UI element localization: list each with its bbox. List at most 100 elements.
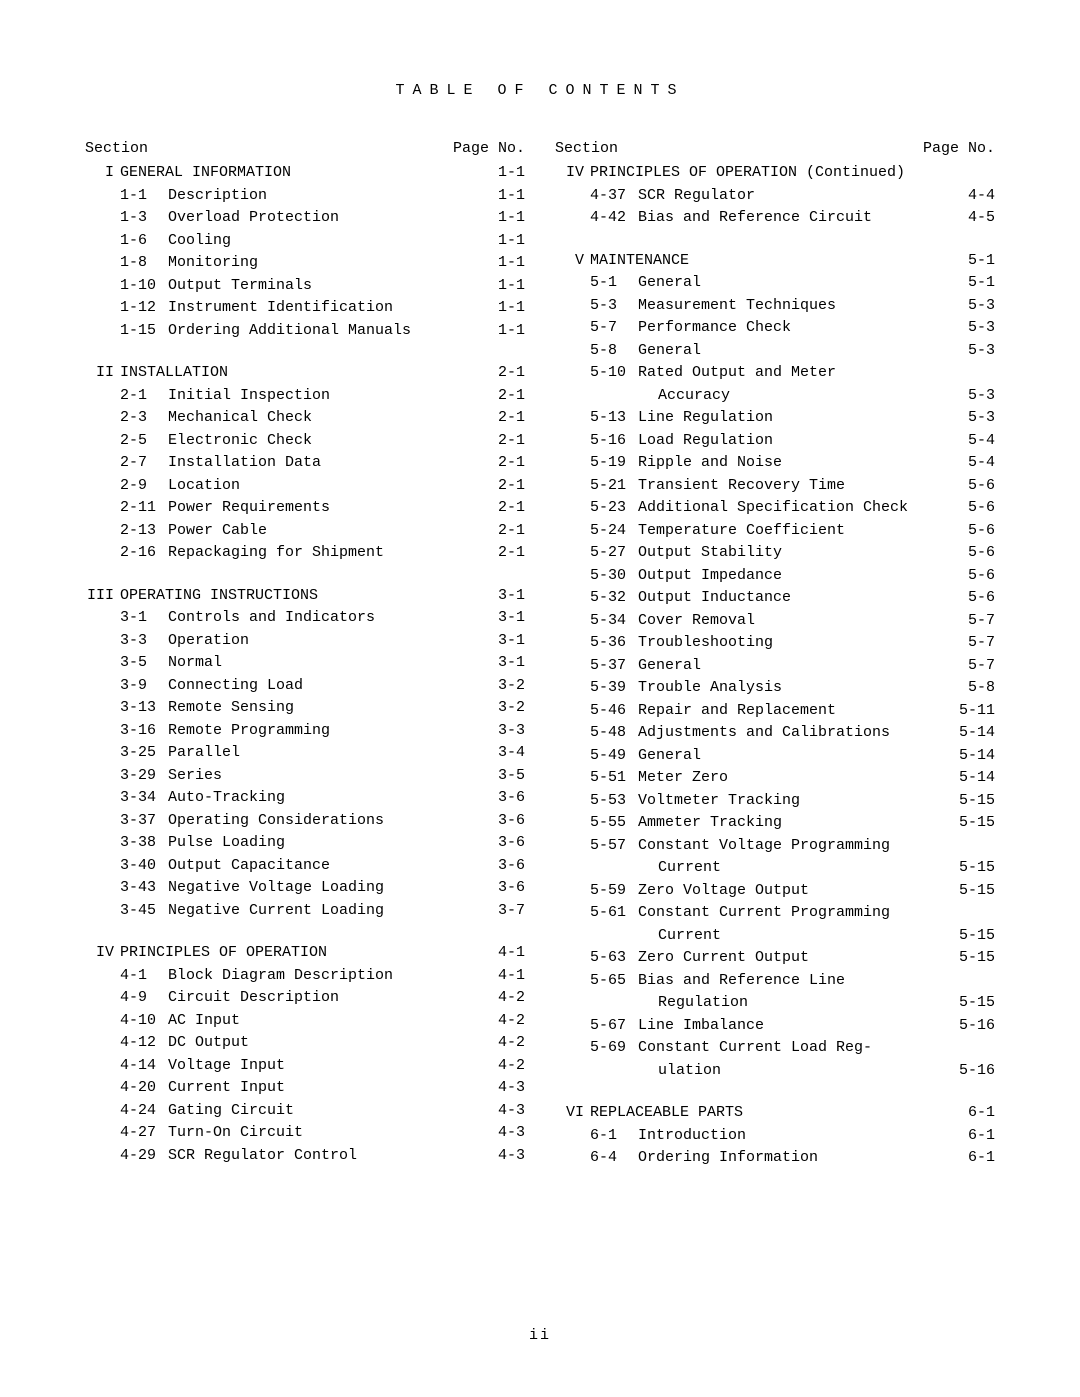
toc-item: 5-48Adjustments and Calibrations5-14 (555, 722, 995, 745)
toc-item: 5-69Constant Current Load Reg- (555, 1037, 995, 1060)
item-number: 4-42 (590, 207, 638, 230)
toc-item: 5-8General5-3 (555, 340, 995, 363)
toc-item: 2-3Mechanical Check2-1 (85, 407, 525, 430)
item-label: Initial Inspection (168, 385, 470, 408)
item-page: 5-7 (940, 632, 995, 655)
section-title: GENERAL INFORMATION (120, 162, 470, 185)
item-page: 1-1 (470, 320, 525, 343)
item-page: 4-5 (940, 207, 995, 230)
item-label: Trouble Analysis (638, 677, 940, 700)
item-page: 3-5 (470, 765, 525, 788)
toc-item: 3-34Auto-Tracking3-6 (85, 787, 525, 810)
item-label: General (638, 745, 940, 768)
page-heading: Page No. (440, 138, 525, 161)
item-number: 5-69 (590, 1037, 638, 1060)
item-page: 4-3 (470, 1122, 525, 1145)
toc-item: 5-1General5-1 (555, 272, 995, 295)
item-page: 3-6 (470, 787, 525, 810)
item-page: 5-4 (940, 452, 995, 475)
toc-item: 4-20Current Input4-3 (85, 1077, 525, 1100)
section-title: REPLACEABLE PARTS (590, 1102, 940, 1125)
item-number: 5-55 (590, 812, 638, 835)
item-page: 5-15 (940, 992, 995, 1015)
section-heading: Section (85, 138, 155, 161)
item-number: 5-63 (590, 947, 638, 970)
item-page: 2-1 (470, 542, 525, 565)
item-label: Cooling (168, 230, 470, 253)
item-number: 1-6 (120, 230, 168, 253)
item-page: 4-4 (940, 185, 995, 208)
toc-section: IVPRINCIPLES OF OPERATION (Continued)4-3… (555, 162, 995, 230)
item-page: 2-1 (470, 430, 525, 453)
toc-item: Regulation5-15 (555, 992, 995, 1015)
item-page: 2-1 (470, 520, 525, 543)
toc-item: 4-9Circuit Description4-2 (85, 987, 525, 1010)
item-label: Negative Voltage Loading (168, 877, 470, 900)
toc-section: IIINSTALLATION2-12-1Initial Inspection2-… (85, 362, 525, 565)
section-page: 1-1 (470, 162, 525, 185)
toc-item: 3-43Negative Voltage Loading3-6 (85, 877, 525, 900)
item-number: 3-3 (120, 630, 168, 653)
item-label: Mechanical Check (168, 407, 470, 430)
item-label: Output Stability (638, 542, 940, 565)
item-number: 5-36 (590, 632, 638, 655)
item-page: 1-1 (470, 252, 525, 275)
item-page: 3-6 (470, 832, 525, 855)
item-page: 1-1 (470, 230, 525, 253)
item-label: Block Diagram Description (168, 965, 470, 988)
item-number: 5-21 (590, 475, 638, 498)
item-page: 5-16 (940, 1060, 995, 1083)
item-number: 5-67 (590, 1015, 638, 1038)
section-title-row: VMAINTENANCE5-1 (555, 250, 995, 273)
toc-item: 4-42Bias and Reference Circuit4-5 (555, 207, 995, 230)
item-label: Bias and Reference Line (638, 970, 940, 993)
item-label: Output Terminals (168, 275, 470, 298)
item-number: 2-9 (120, 475, 168, 498)
item-label: Connecting Load (168, 675, 470, 698)
item-label: Operating Considerations (168, 810, 470, 833)
item-number: 1-12 (120, 297, 168, 320)
toc-item: 2-13Power Cable2-1 (85, 520, 525, 543)
item-number: 3-38 (120, 832, 168, 855)
toc-item: 5-59Zero Voltage Output5-15 (555, 880, 995, 903)
item-page: 5-14 (940, 722, 995, 745)
item-label: Voltmeter Tracking (638, 790, 940, 813)
item-number: 5-8 (590, 340, 638, 363)
toc-item: 4-24Gating Circuit4-3 (85, 1100, 525, 1123)
left-column: Section Page No. IGENERAL INFORMATION1-1… (85, 138, 525, 1190)
item-number: 3-40 (120, 855, 168, 878)
item-label: Negative Current Loading (168, 900, 470, 923)
item-page: 4-1 (470, 965, 525, 988)
toc-item: 5-67Line Imbalance5-16 (555, 1015, 995, 1038)
item-label: Monitoring (168, 252, 470, 275)
item-number: 2-11 (120, 497, 168, 520)
toc-item: 5-3Measurement Techniques5-3 (555, 295, 995, 318)
item-label: Ordering Information (638, 1147, 940, 1170)
item-label: General (638, 272, 940, 295)
item-page (940, 1037, 995, 1060)
toc-columns: Section Page No. IGENERAL INFORMATION1-1… (85, 138, 995, 1190)
section-title-row: IVPRINCIPLES OF OPERATION4-1 (85, 942, 525, 965)
item-page: 5-3 (940, 385, 995, 408)
item-label: Measurement Techniques (638, 295, 940, 318)
item-label: Performance Check (638, 317, 940, 340)
item-number: 5-19 (590, 452, 638, 475)
section-title: INSTALLATION (120, 362, 470, 385)
toc-item: 5-37General5-7 (555, 655, 995, 678)
item-label: Controls and Indicators (168, 607, 470, 630)
item-page: 5-11 (940, 700, 995, 723)
item-number: 3-29 (120, 765, 168, 788)
item-label: Zero Voltage Output (638, 880, 940, 903)
item-number: 3-9 (120, 675, 168, 698)
item-page: 5-8 (940, 677, 995, 700)
section-page: 3-1 (470, 585, 525, 608)
toc-item: 4-37SCR Regulator4-4 (555, 185, 995, 208)
section-title-row: IIIOPERATING INSTRUCTIONS3-1 (85, 585, 525, 608)
item-label: Troubleshooting (638, 632, 940, 655)
toc-item: 5-36Troubleshooting5-7 (555, 632, 995, 655)
item-page: 3-6 (470, 877, 525, 900)
item-label: Transient Recovery Time (638, 475, 940, 498)
item-label: Installation Data (168, 452, 470, 475)
item-page: 2-1 (470, 385, 525, 408)
item-number: 5-16 (590, 430, 638, 453)
